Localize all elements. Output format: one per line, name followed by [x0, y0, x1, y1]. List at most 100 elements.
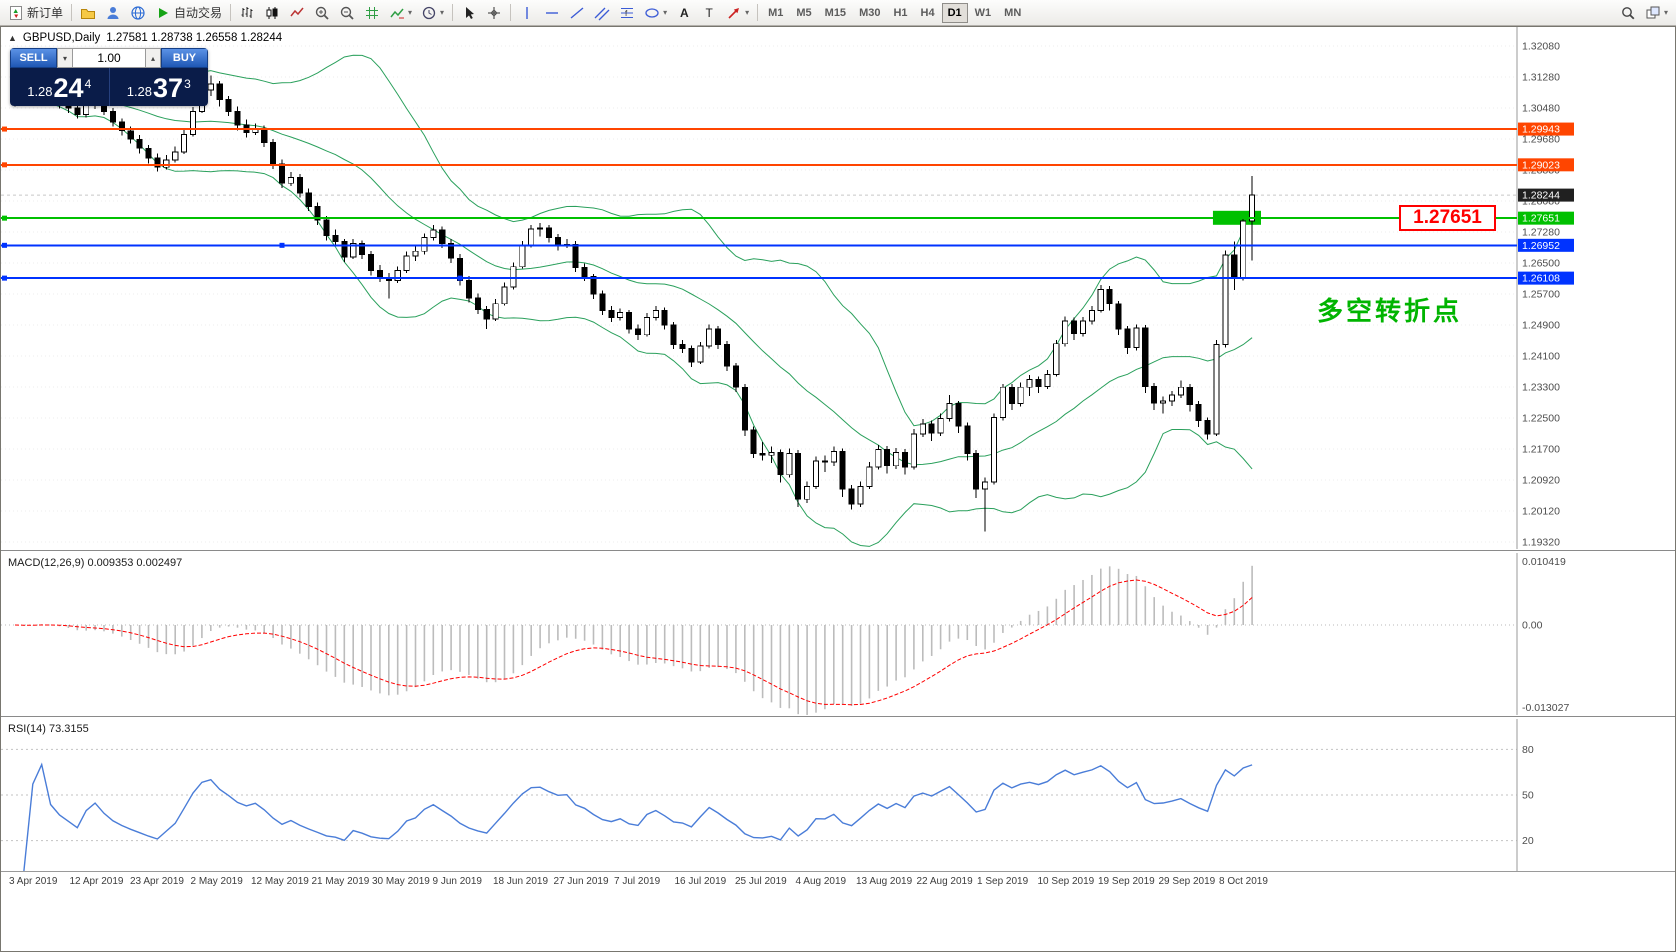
panel-splitter[interactable]	[1, 549, 1675, 551]
time-axis[interactable]: 3 Apr 2019 12 Apr 2019 23 Apr 2019 2 May 20…	[1, 871, 1675, 893]
price-tick-label: 1.25700	[1522, 289, 1560, 301]
svg-text:1.27651: 1.27651	[1522, 213, 1560, 225]
toolbar-indicators-button[interactable]: ▾	[385, 2, 416, 24]
price-chart-pane[interactable]: 1.320801.312801.304801.296801.288801.280…	[1, 27, 1675, 549]
line-handle[interactable]	[279, 242, 285, 248]
toolbar-zoom-in-button[interactable]	[310, 2, 334, 24]
toolbar-vertical-line-button[interactable]	[515, 2, 539, 24]
buy-button[interactable]: BUY	[161, 48, 208, 68]
timeframe-w1-button[interactable]: W1	[974, 6, 992, 19]
price-tick-label: 1.23300	[1522, 382, 1560, 394]
toolbar-crosshair-button[interactable]	[482, 2, 506, 24]
toolbar-autotrading-button[interactable]: 自动交易	[151, 2, 226, 24]
timeframe-m1-button[interactable]: M1	[768, 6, 784, 19]
main-toolbar: 新订单 自动交易 ▾ ▾ f ▾ A T ▾ M1 M5 M15 M30 H1 H4 D1 W1 MN ▾	[0, 0, 1676, 26]
toolbar-cursor-button[interactable]	[457, 2, 481, 24]
candle	[839, 448, 846, 497]
toolbar-horizontal-line-button[interactable]	[540, 2, 564, 24]
candle	[750, 426, 757, 459]
toolbar-line-chart-mode-button[interactable]	[285, 2, 309, 24]
candle	[145, 145, 152, 164]
toolbar-text-button[interactable]: A	[672, 2, 696, 24]
timeframe-m15-button[interactable]: M15	[824, 6, 847, 19]
line-handle[interactable]	[2, 215, 7, 221]
timeframe-h4-button[interactable]: H4	[920, 6, 935, 19]
toolbar-trendline-button[interactable]	[565, 2, 589, 24]
timeframe-mn-button[interactable]: MN	[1004, 6, 1022, 19]
candle	[430, 224, 437, 241]
volume-decrease-button[interactable]: ▾	[57, 48, 72, 68]
timeframe-m5-button[interactable]: M5	[796, 6, 812, 19]
vline-icon	[519, 5, 535, 21]
volume-input[interactable]: 1.00	[72, 48, 146, 68]
candle	[234, 106, 241, 131]
dropdown-arrow-icon: ▾	[663, 8, 668, 17]
candle	[919, 419, 926, 438]
toolbar-text-label-button[interactable]: T	[697, 2, 721, 24]
rsi-level-label: 50	[1522, 790, 1534, 802]
toolbar-grid-toggle-button[interactable]	[360, 2, 384, 24]
candle	[937, 413, 944, 436]
toolbar-new-order-button[interactable]: 新订单	[4, 2, 67, 24]
candle	[946, 395, 953, 422]
time-axis-label: 12 May 2019	[251, 876, 309, 887]
toolbar-community-button[interactable]	[126, 2, 150, 24]
toolbar-equidistant-channel-button[interactable]	[590, 2, 614, 24]
rsi-indicator-pane[interactable]: 80 50 20 RSI(14) 73.3155	[1, 719, 1675, 872]
toolbar-candlestick-mode-button[interactable]	[260, 2, 284, 24]
toolbar-periods-menu-button[interactable]: ▾	[417, 2, 448, 24]
time-axis-label: 4 Aug 2019	[795, 876, 847, 887]
candle	[1088, 306, 1095, 325]
bid-price-prefix: 1.28	[27, 84, 53, 99]
line-handle[interactable]	[457, 275, 463, 281]
globe-icon	[130, 5, 146, 21]
candle	[1017, 382, 1024, 407]
toolbar-zoom-out-button[interactable]	[335, 2, 359, 24]
price-chart-canvas[interactable]: 1.320801.312801.304801.296801.288801.280…	[1, 27, 1675, 549]
candle	[172, 146, 179, 163]
line-handle[interactable]	[2, 275, 7, 281]
svg-text:1.28244: 1.28244	[1522, 190, 1560, 202]
candle	[661, 307, 668, 330]
toolbar-profiles-button[interactable]	[101, 2, 125, 24]
price-tick-label: 1.22500	[1522, 413, 1560, 425]
toolbar-search-button[interactable]	[1616, 2, 1640, 24]
time-axis-label: 21 May 2019	[311, 876, 370, 887]
candle	[1062, 316, 1069, 347]
price-tick-label: 1.24900	[1522, 320, 1560, 332]
toolbar-arrows-button[interactable]: ▾	[722, 2, 753, 24]
candle	[474, 293, 481, 315]
time-axis-label: 18 Jun 2019	[493, 876, 549, 887]
timeframe-d1-button[interactable]: D1	[941, 2, 968, 23]
toolbar-fibonacci-button[interactable]: f	[615, 2, 639, 24]
price-callout-label[interactable]: 1.27651	[1399, 205, 1496, 231]
cursor-icon	[461, 5, 477, 21]
folder-icon	[80, 5, 96, 21]
macd-indicator-pane[interactable]: 0.010419 0.00 -0.013027 MACD(12,26,9) 0.00…	[1, 553, 1675, 715]
chart-annotation-text[interactable]: 多空转折点	[1317, 296, 1463, 326]
toolbar-geometric-shapes-button[interactable]: ▾	[640, 2, 671, 24]
toolbar-new-window-button[interactable]: ▾	[1641, 2, 1672, 24]
timeframe-h1-button[interactable]: H1	[893, 6, 908, 19]
toolbar-charts-folder-button[interactable]	[76, 2, 100, 24]
macd-canvas[interactable]: 0.010419 0.00 -0.013027	[1, 553, 1675, 715]
volume-increase-button[interactable]: ▴	[146, 48, 161, 68]
candle	[341, 238, 348, 263]
line-handle[interactable]	[2, 126, 7, 132]
ask-price: 1.28 37 3	[110, 68, 209, 106]
panel-splitter[interactable]	[1, 715, 1675, 717]
timeframe-m30-button[interactable]: M30	[859, 6, 881, 19]
bid-price-pipette: 4	[84, 77, 92, 91]
price-tick-label: 1.30480	[1522, 103, 1560, 115]
toolbar-bar-chart-mode-button[interactable]	[235, 2, 259, 24]
line-handle[interactable]	[2, 162, 7, 168]
one-click-collapse-arrow[interactable]: ▲	[8, 33, 17, 43]
bars-icon	[239, 5, 255, 21]
candle	[216, 80, 223, 107]
sell-button[interactable]: SELL	[10, 48, 57, 68]
time-axis-label: 1 Sep 2019	[977, 876, 1029, 887]
rsi-canvas[interactable]: 80 50 20	[1, 719, 1675, 872]
time-axis-label: 3 Apr 2019	[9, 876, 58, 887]
candle	[777, 449, 784, 483]
line-handle[interactable]	[2, 242, 7, 248]
